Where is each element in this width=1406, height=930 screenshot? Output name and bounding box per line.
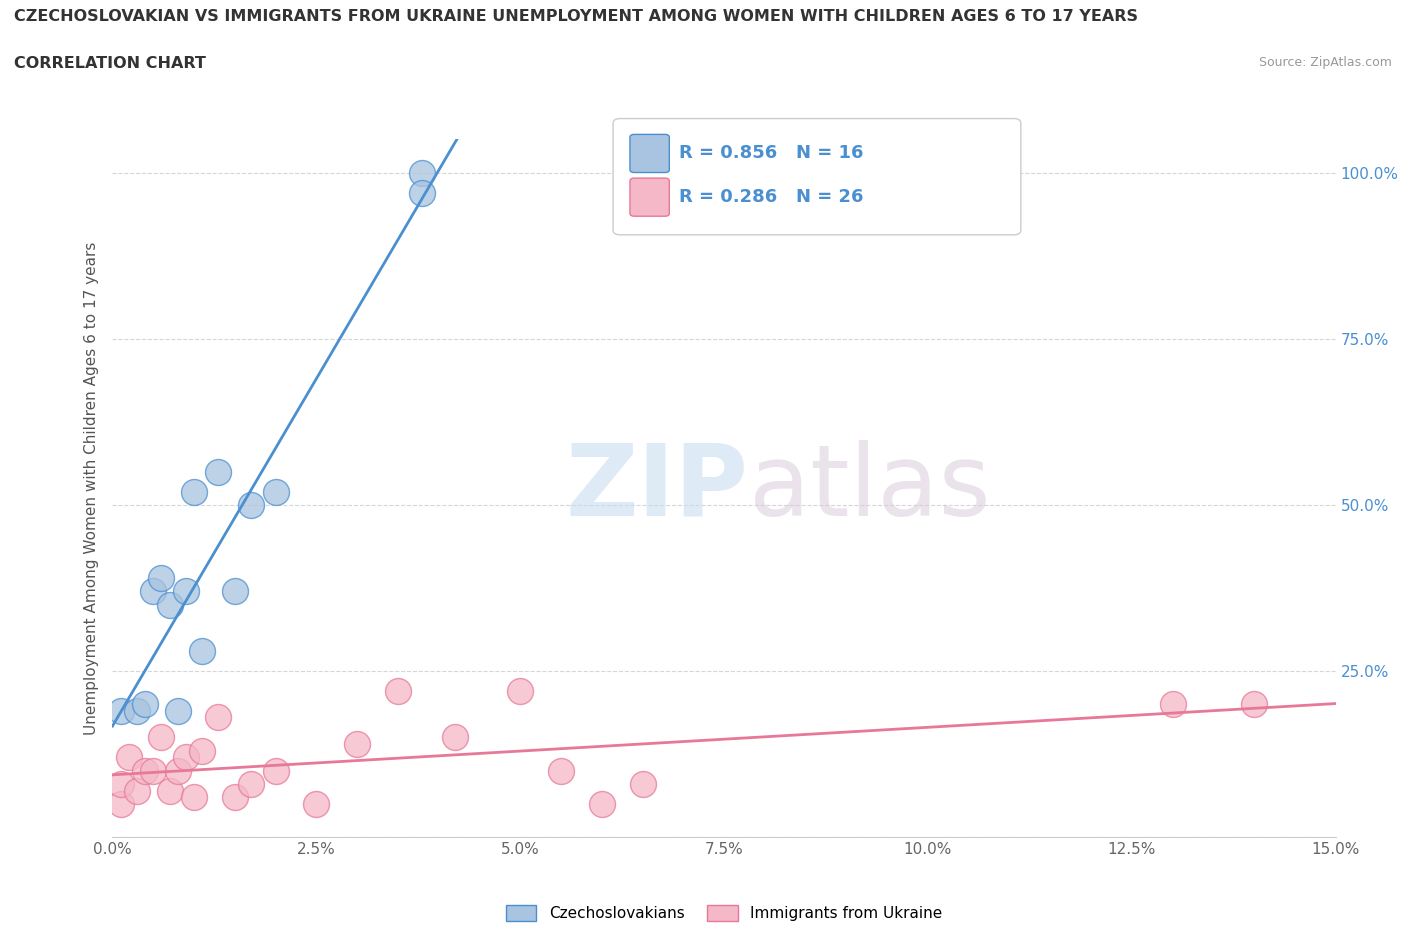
Point xyxy=(134,697,156,711)
Point xyxy=(150,730,173,745)
Point xyxy=(444,730,467,745)
Point xyxy=(207,464,229,479)
Point xyxy=(110,777,132,791)
Legend: Czechoslovakians, Immigrants from Ukraine: Czechoslovakians, Immigrants from Ukrain… xyxy=(499,898,949,927)
Point xyxy=(166,703,188,718)
Text: atlas: atlas xyxy=(748,440,990,537)
Point xyxy=(509,684,531,698)
Point xyxy=(191,743,214,758)
Text: CZECHOSLOVAKIAN VS IMMIGRANTS FROM UKRAINE UNEMPLOYMENT AMONG WOMEN WITH CHILDRE: CZECHOSLOVAKIAN VS IMMIGRANTS FROM UKRAI… xyxy=(14,9,1137,24)
Point xyxy=(118,750,141,764)
Point xyxy=(191,644,214,658)
Text: Source: ZipAtlas.com: Source: ZipAtlas.com xyxy=(1258,56,1392,69)
Point xyxy=(150,570,173,585)
Point xyxy=(224,790,246,804)
Point xyxy=(411,166,433,180)
Point xyxy=(207,710,229,724)
Point xyxy=(110,796,132,811)
Point xyxy=(346,737,368,751)
Point xyxy=(174,750,197,764)
Point xyxy=(224,584,246,599)
Point xyxy=(591,796,613,811)
Point xyxy=(240,777,263,791)
Point xyxy=(159,783,181,798)
Point xyxy=(240,498,263,512)
Point xyxy=(110,703,132,718)
Point xyxy=(183,485,205,499)
Point xyxy=(142,764,165,778)
Text: R = 0.856   N = 16: R = 0.856 N = 16 xyxy=(679,144,863,162)
Point xyxy=(305,796,328,811)
Point xyxy=(142,584,165,599)
Point xyxy=(631,777,654,791)
Text: R = 0.286   N = 26: R = 0.286 N = 26 xyxy=(679,188,863,206)
Point xyxy=(1161,697,1184,711)
Point xyxy=(183,790,205,804)
Text: ZIP: ZIP xyxy=(565,440,748,537)
Point xyxy=(1243,697,1265,711)
Point xyxy=(125,783,148,798)
Point xyxy=(550,764,572,778)
Y-axis label: Unemployment Among Women with Children Ages 6 to 17 years: Unemployment Among Women with Children A… xyxy=(83,242,98,735)
Point xyxy=(411,185,433,200)
Point xyxy=(264,764,287,778)
Point xyxy=(134,764,156,778)
Point xyxy=(159,597,181,612)
Point xyxy=(125,703,148,718)
Point xyxy=(174,584,197,599)
Point xyxy=(264,485,287,499)
Text: CORRELATION CHART: CORRELATION CHART xyxy=(14,56,205,71)
Point xyxy=(166,764,188,778)
Point xyxy=(387,684,409,698)
